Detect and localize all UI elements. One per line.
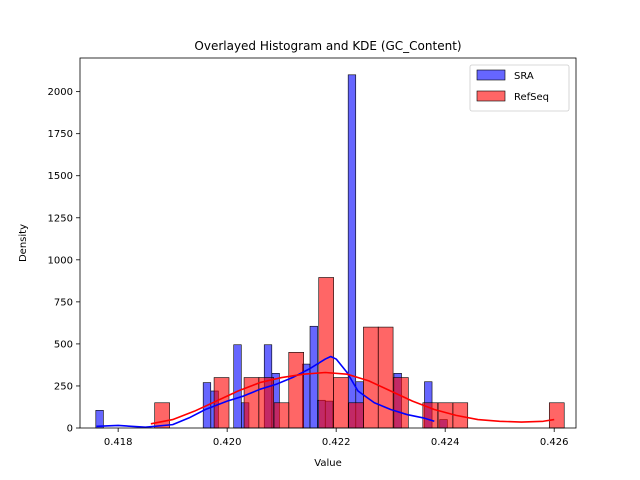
legend: SRA RefSeq bbox=[469, 64, 570, 112]
y-tick-label: 500 bbox=[54, 339, 73, 350]
bar-refseq-9 bbox=[363, 326, 379, 429]
x-tick-label: 0.420 bbox=[213, 437, 242, 448]
kde-line-refseq bbox=[150, 371, 555, 425]
y-axis-ticks: 0 250 500 750 1000 1250 1500 1750 2000 bbox=[48, 87, 80, 435]
axes bbox=[79, 57, 577, 429]
legend-label-sra: SRA bbox=[514, 71, 534, 82]
bar-sra-8 bbox=[309, 325, 318, 429]
y-tick-label: 1000 bbox=[48, 255, 73, 266]
x-tick-label: 0.426 bbox=[540, 437, 569, 448]
bar-refseq-7 bbox=[333, 377, 349, 429]
legend-swatch-sra bbox=[476, 69, 506, 81]
bar-refseq-13 bbox=[437, 402, 454, 429]
bar-refseq-0 bbox=[154, 402, 170, 429]
y-tick-label: 1250 bbox=[48, 213, 73, 224]
y-tick-label: 1500 bbox=[48, 171, 73, 182]
y-tick-label: 2000 bbox=[48, 87, 73, 98]
plot-frame bbox=[79, 57, 577, 429]
bar-refseq-8 bbox=[348, 402, 364, 429]
bar-refseq-6 bbox=[318, 277, 334, 429]
x-tick-label: 0.418 bbox=[104, 437, 133, 448]
bar-refseq-15 bbox=[548, 402, 565, 429]
legend-swatch-refseq bbox=[476, 90, 506, 102]
y-tick-label: 250 bbox=[54, 381, 73, 392]
bar-refseq-5 bbox=[288, 352, 304, 429]
bar-sra-3 bbox=[233, 344, 242, 429]
chart-title: Overlayed Histogram and KDE (GC_Content) bbox=[194, 39, 461, 53]
kde-lines bbox=[96, 355, 555, 428]
x-axis-label: Value bbox=[314, 458, 341, 469]
y-tick-label: 750 bbox=[54, 297, 73, 308]
x-axis-ticks: 0.418 0.420 0.422 0.424 0.426 bbox=[104, 428, 569, 448]
x-tick-label: 0.422 bbox=[322, 437, 351, 448]
kde-line-sra bbox=[96, 355, 435, 428]
x-tick-label: 0.424 bbox=[431, 437, 460, 448]
y-tick-label: 1750 bbox=[48, 129, 73, 140]
y-tick-label: 0 bbox=[67, 424, 73, 435]
bar-refseq-10 bbox=[377, 326, 394, 429]
bar-refseq-11 bbox=[393, 377, 409, 429]
bar-refseq-4 bbox=[273, 402, 290, 429]
legend-label-refseq: RefSeq bbox=[514, 92, 549, 103]
y-axis-label: Density bbox=[18, 224, 29, 262]
